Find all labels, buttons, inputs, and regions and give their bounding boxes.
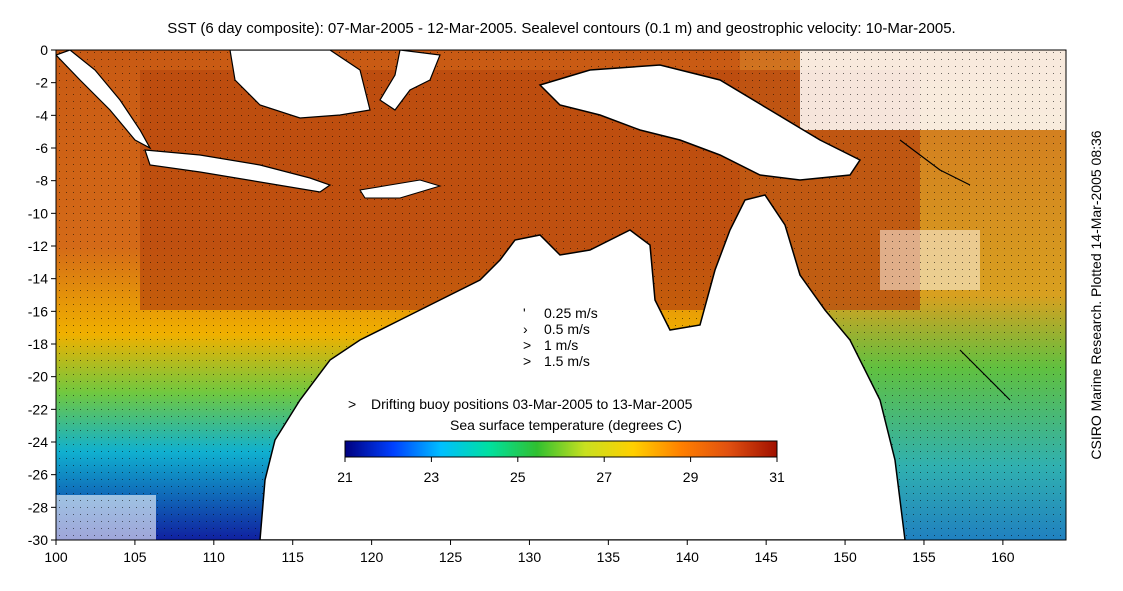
land-sulawesi <box>379 50 441 111</box>
x-axis: 100 105 110 115 120 125 130 135 140 145 150 155 160 <box>44 540 1015 565</box>
x-tick-label: 100 <box>44 549 68 565</box>
land-java <box>144 149 332 193</box>
x-tick-label: 150 <box>833 549 857 565</box>
colorbar: Sea surface temperature (degrees C) 21 23… <box>337 417 785 485</box>
velocity-legend-glyph: > <box>523 353 531 369</box>
x-tick-label: 135 <box>597 549 621 565</box>
colorbar-tick-label: 31 <box>769 469 785 485</box>
y-tick-label: -30 <box>28 532 48 548</box>
buoy-legend-label: Drifting buoy positions 03-Mar-2005 to 1… <box>371 396 693 412</box>
x-tick-label: 145 <box>754 549 778 565</box>
y-tick-label: -18 <box>28 336 48 352</box>
land-borneo <box>229 50 371 119</box>
colorbar-ticks: 21 23 25 27 29 31 <box>337 457 785 485</box>
x-tick-label: 130 <box>518 549 542 565</box>
x-tick-label: 110 <box>203 549 226 565</box>
x-tick-label: 105 <box>123 549 147 565</box>
x-tick-label: 155 <box>912 549 936 565</box>
y-tick-label: -10 <box>28 205 48 221</box>
land-timor <box>359 179 442 199</box>
y-axis: 0 -2 -4 -6 -8 -10 -12 -14 -16 -18 -20 -22 -24 -26 -28 -… <box>28 42 56 548</box>
y-tick-label: -24 <box>28 434 48 450</box>
x-tick-label: 140 <box>676 549 700 565</box>
velocity-legend-glyph: > <box>523 337 531 353</box>
y-tick-label: -8 <box>36 173 49 189</box>
velocity-legend-glyph: › <box>523 321 528 337</box>
y-tick-label: 0 <box>40 42 48 58</box>
land-islands-east <box>899 139 1011 401</box>
land-sumatra <box>56 50 152 150</box>
x-tick-label: 125 <box>439 549 463 565</box>
colorbar-tick-label: 21 <box>337 469 353 485</box>
y-tick-label: -28 <box>28 499 48 515</box>
colorbar-tick-label: 27 <box>596 469 612 485</box>
y-tick-label: -20 <box>28 369 48 385</box>
x-tick-label: 115 <box>282 549 305 565</box>
buoy-legend: > Drifting buoy positions 03-Mar-2005 to… <box>348 396 693 412</box>
map-plot-area <box>56 50 1066 540</box>
x-tick-label: 120 <box>360 549 384 565</box>
y-tick-label: -16 <box>28 303 48 319</box>
velocity-legend-label: 1.5 m/s <box>544 353 590 369</box>
velocity-legend-label: 0.5 m/s <box>544 321 590 337</box>
y-tick-label: -12 <box>28 238 48 254</box>
buoy-legend-marker: > <box>348 396 356 412</box>
velocity-legend-label: 0.25 m/s <box>544 305 598 321</box>
credit-text: CSIRO Marine Research. Plotted 14-Mar-20… <box>1088 130 1104 460</box>
colorbar-tick-label: 25 <box>510 469 526 485</box>
x-tick-label: 160 <box>991 549 1015 565</box>
colorbar-scale <box>344 440 778 458</box>
y-tick-label: -6 <box>36 140 49 156</box>
y-tick-label: -22 <box>28 401 48 417</box>
velocity-legend-label: 1 m/s <box>544 337 578 353</box>
velocity-legend: ' 0.25 m/s › 0.5 m/s > 1 m/s > 1.5 m/s <box>523 305 598 369</box>
y-tick-label: -2 <box>36 75 49 91</box>
plot-frame <box>55 49 1067 541</box>
colorbar-tick-label: 29 <box>683 469 699 485</box>
y-tick-label: -4 <box>36 107 49 123</box>
y-tick-label: -14 <box>28 271 48 287</box>
colorbar-tick-label: 23 <box>424 469 440 485</box>
y-tick-label: -26 <box>28 467 48 483</box>
colorbar-title: Sea surface temperature (degrees C) <box>450 417 682 433</box>
velocity-legend-glyph: ' <box>523 305 526 321</box>
map-title: SST (6 day composite): 07-Mar-2005 - 12-… <box>167 20 956 37</box>
land-new-guinea <box>538 64 862 181</box>
